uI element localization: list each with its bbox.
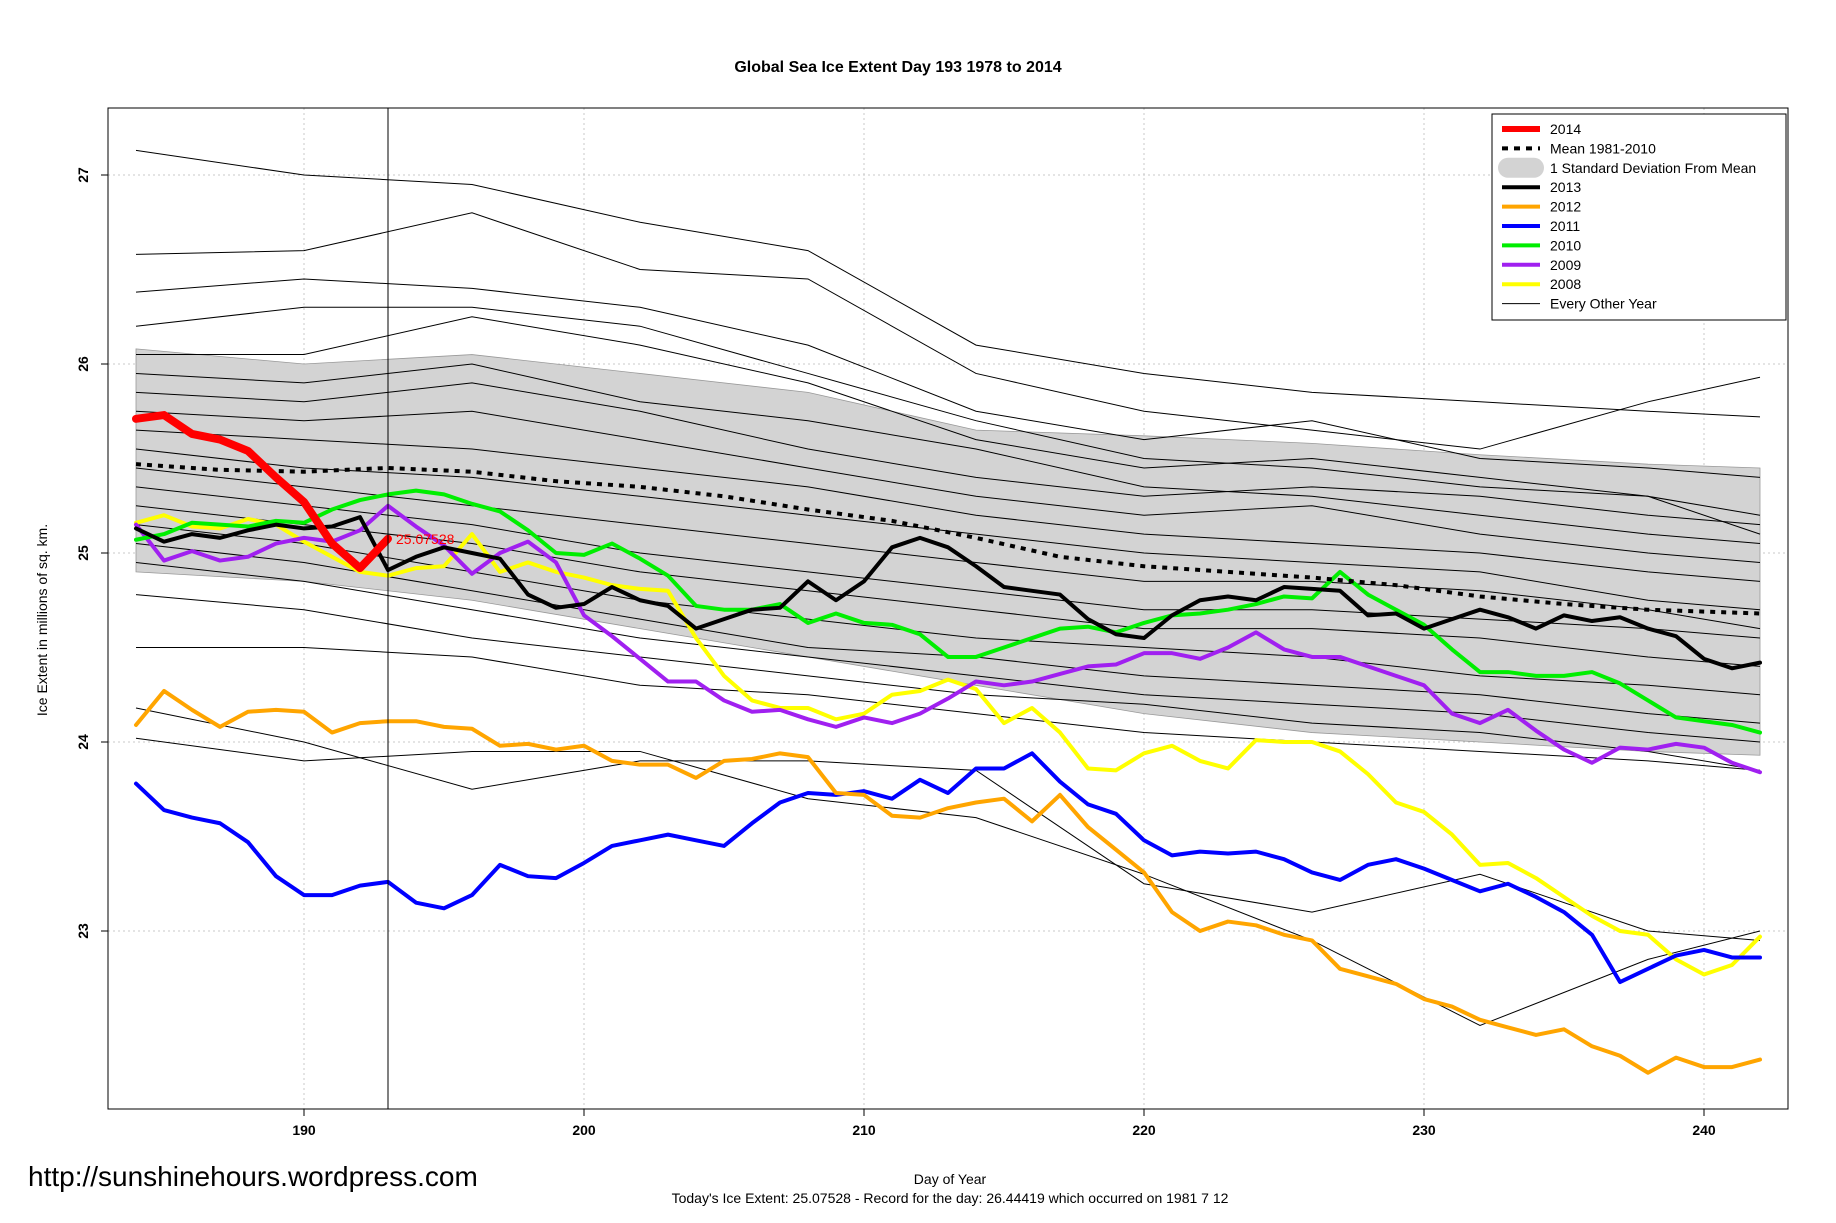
x-axis-label: Day of Year <box>914 1171 987 1187</box>
y-tick-label-4: 27 <box>75 167 91 183</box>
series-line-2013 <box>134 515 1762 671</box>
y-axis-label: Ice Extent in millions of sq. km. <box>34 524 50 716</box>
legend: 2014 Mean 1981-2010 1 Standard Deviation F… <box>1491 113 1787 321</box>
every-other-year-lines <box>135 149 1761 1027</box>
background-year-line-1 <box>135 212 1761 450</box>
legend-box <box>1491 113 1787 321</box>
background-year-line-3 <box>135 306 1761 516</box>
background-year-line-15 <box>135 561 1761 743</box>
background-year-line-5 <box>135 363 1761 545</box>
legend-label-every-other-year: Every Other Year <box>1550 296 1657 312</box>
series-line-2010 <box>134 488 1762 735</box>
legend-label-2010: 2010 <box>1550 237 1581 253</box>
plot-frame <box>107 107 1789 1110</box>
y-tick-label-3: 26 <box>75 356 91 372</box>
y-tick-label-2: 25 <box>75 545 91 561</box>
today-value-annotation: 25.07528 <box>396 531 455 547</box>
blog-url[interactable]: http://sunshinehours.wordpress.com <box>28 1161 478 1192</box>
legend-label-2008: 2008 <box>1550 276 1581 292</box>
series-line-2008 <box>134 513 1762 977</box>
background-year-line-2 <box>135 278 1761 478</box>
footer-text: Today's Ice Extent: 25.07528 - Record fo… <box>672 1190 1229 1206</box>
background-year-line-4 <box>136 316 1761 535</box>
y-axis-ticks: 23 24 25 26 27 <box>75 167 108 939</box>
series-line-2014 <box>132 411 392 573</box>
legend-label-2009: 2009 <box>1550 257 1581 273</box>
background-year-line-0 <box>135 149 1761 418</box>
x-axis-ticks: 190 200 210 220 230 240 <box>292 1109 1716 1138</box>
background-year-line-11 <box>135 486 1761 639</box>
background-year-line-12 <box>135 505 1761 667</box>
legend-label-mean-1981-2010: Mean 1981-2010 <box>1550 140 1656 156</box>
legend-swatch-1-standard-deviation-from-mean <box>1498 157 1544 178</box>
series-line-2011 <box>134 751 1762 985</box>
y-tick-label-1: 24 <box>75 734 91 750</box>
x-tick-label-4: 230 <box>1412 1122 1436 1138</box>
legend-label-1-standard-deviation-from-mean: 1 Standard Deviation From Mean <box>1550 160 1756 176</box>
x-tick-label-5: 240 <box>1692 1122 1716 1138</box>
background-year-line-7 <box>135 410 1761 563</box>
series-lines <box>132 411 1762 1075</box>
series-line-2009 <box>134 503 1762 775</box>
legend-label-2012: 2012 <box>1550 199 1581 215</box>
background-year-line-13 <box>135 524 1761 696</box>
background-year-line-9 <box>135 448 1761 611</box>
x-tick-label-2: 210 <box>852 1122 876 1138</box>
x-tick-label-0: 190 <box>292 1122 316 1138</box>
std-band-area <box>135 348 1761 756</box>
series-line-2012 <box>134 688 1762 1075</box>
background-year-line-17 <box>136 647 1761 771</box>
legend-label-2014: 2014 <box>1550 121 1581 137</box>
background-year-line-6 <box>135 382 1761 526</box>
y-tick-label-0: 23 <box>75 923 91 939</box>
background-year-line-16 <box>135 594 1761 771</box>
series-line-mean-1981-2010 <box>135 462 1761 616</box>
x-tick-label-1: 200 <box>572 1122 596 1138</box>
background-year-line-8 <box>135 429 1761 582</box>
x-tick-label-3: 220 <box>1132 1122 1156 1138</box>
legend-label-2013: 2013 <box>1550 179 1581 195</box>
chart-title: Global Sea Ice Extent Day 193 1978 to 20… <box>734 59 1061 76</box>
std-band <box>135 348 1761 756</box>
legend-label-2011: 2011 <box>1550 218 1580 234</box>
background-year-line-10 <box>135 467 1761 630</box>
background-year-line-19 <box>135 737 1761 1027</box>
